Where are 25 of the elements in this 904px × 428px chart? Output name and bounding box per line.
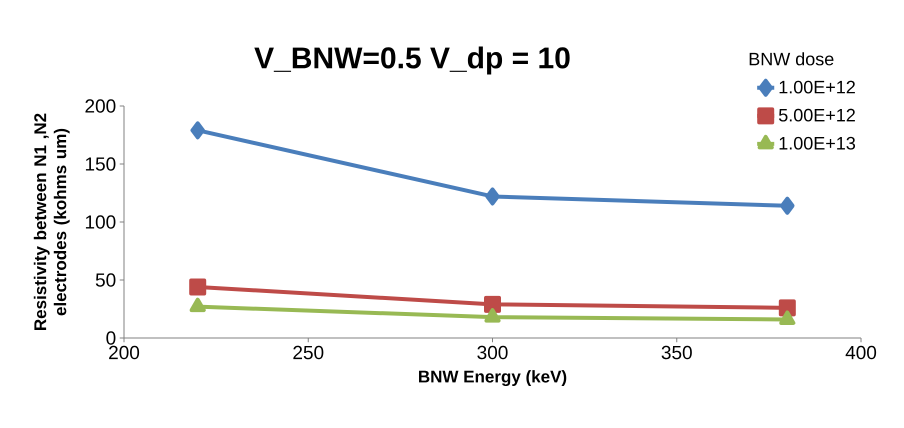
x-tick-label: 250	[293, 346, 324, 360]
point	[190, 298, 206, 312]
point	[485, 187, 500, 206]
y-tick-label: 200	[85, 99, 116, 113]
point	[484, 308, 501, 323]
legend-label: 5.00E+12	[778, 108, 855, 122]
y-tick-label: 50	[96, 273, 116, 287]
y-tick-label: 100	[86, 215, 116, 229]
x-tick-label: 200	[109, 346, 140, 360]
legend-label: 1.00E+13	[780, 136, 856, 150]
x-tick-label: 400	[846, 346, 876, 360]
y-tick-label: 0	[106, 331, 116, 345]
y-axis-title: Resistivity between N1 ,N2 electrodes (kohms um)	[34, 114, 70, 330]
point	[779, 310, 796, 325]
chart-title: V_BNW=0.5 V_dp = 10	[254, 46, 570, 74]
point	[780, 196, 795, 215]
legend-title: BNW dose	[750, 52, 834, 66]
x-tick-label: 350	[662, 346, 692, 360]
x-axis-title: BNW Energy (keV)	[419, 370, 566, 386]
point	[190, 121, 205, 140]
point	[189, 278, 206, 296]
x-tick-label: 300	[477, 346, 508, 360]
y-tick-label: 150	[86, 157, 116, 171]
point	[484, 296, 502, 313]
legend-label: 1.00E+12	[780, 80, 855, 94]
